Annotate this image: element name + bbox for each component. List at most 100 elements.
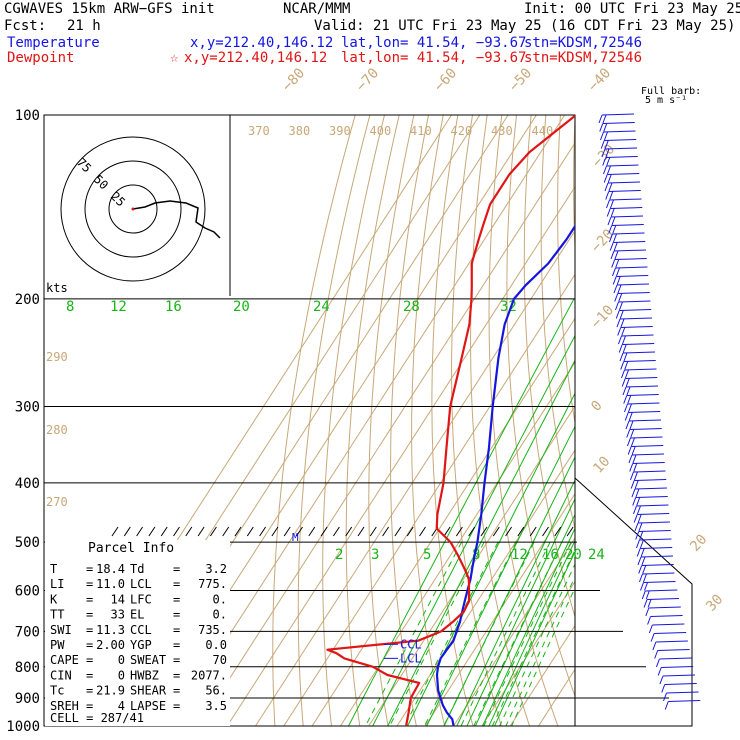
hatch-mark	[136, 526, 144, 537]
moist-adiabat-dashed	[505, 575, 575, 726]
wind-barb	[619, 309, 652, 311]
hatch-mark	[517, 526, 525, 537]
temperature-xy: x,y=212.40,146.12	[190, 35, 334, 51]
wind-barb-feather	[648, 624, 653, 634]
wind-barb	[635, 496, 668, 498]
wind-barb-feather	[654, 650, 659, 659]
init-time: Init: 00 UTC Fri 23 May 25	[524, 1, 740, 17]
wind-barb	[640, 555, 673, 558]
theta-label: 370	[248, 124, 270, 138]
plot-border	[43, 114, 693, 727]
wind-barb-feather	[634, 522, 639, 532]
wind-barb-feather	[606, 208, 611, 217]
wind-barb-feather	[603, 123, 608, 132]
wind-barb-feather	[636, 548, 641, 557]
wind-barb-feather	[630, 429, 635, 438]
m-marker: M	[292, 531, 299, 544]
wind-barb	[625, 377, 658, 379]
wind-barb-feather	[635, 539, 640, 549]
wind-barb	[612, 232, 645, 235]
wind-barb-feather	[643, 599, 648, 608]
parcel-param-value: 11.0	[96, 577, 125, 591]
parcel-param-name: YGP	[130, 638, 152, 652]
hodograph-ring-label: 25	[108, 189, 128, 209]
hatch-mark	[554, 526, 562, 537]
hatch-mark	[492, 526, 500, 537]
wind-barb	[629, 428, 662, 430]
parcel-param-name: SWI	[50, 623, 72, 637]
wind-barb-feather	[608, 225, 613, 234]
wind-barb-feather	[622, 335, 626, 345]
wind-barb-feather	[609, 233, 613, 243]
wind-barb-feather	[645, 590, 650, 600]
equals-sign: =	[86, 562, 93, 576]
wind-barb	[607, 181, 641, 184]
wind-barb-feather	[640, 582, 644, 591]
dry-adiabat	[604, 115, 740, 726]
wind-barb-feather	[602, 157, 607, 166]
hatch-mark	[111, 526, 119, 537]
dry-adiabat	[540, 115, 575, 531]
wind-barb-feather	[613, 242, 618, 251]
wind-barb-feather	[618, 293, 623, 302]
isotherm-label: −40	[585, 65, 614, 94]
hatch-mark	[123, 526, 131, 537]
hatch-mark	[406, 526, 414, 537]
isotherm-label: −70	[353, 65, 382, 94]
equals-sign: =	[173, 592, 180, 606]
wind-barb	[611, 224, 644, 226]
wind-barb	[601, 113, 635, 116]
pressure-tick-label: 900	[15, 691, 40, 707]
wind-barb-feather	[621, 327, 626, 336]
parcel-param-name: SWEAT	[130, 653, 166, 667]
equals-sign: =	[86, 638, 93, 652]
wind-barb-feather	[664, 701, 669, 710]
wind-barb-feather	[636, 505, 641, 515]
isotherm	[339, 361, 575, 726]
parcel-param-name: Tc	[50, 684, 64, 698]
wind-barb-feather	[632, 505, 637, 515]
wind-barb-feather	[617, 327, 622, 336]
wind-barb-feather	[607, 174, 612, 183]
dry-adiabat	[506, 115, 575, 698]
wind-barb-feather	[631, 446, 636, 455]
mixing-ratio-label: 16	[165, 299, 182, 315]
hatch-mark	[345, 526, 353, 537]
wind-barb-feather	[661, 684, 666, 693]
wind-barb-feather	[641, 556, 646, 566]
hatch-mark	[480, 526, 488, 537]
hatch-mark	[468, 526, 476, 537]
wind-barb	[636, 504, 669, 507]
wind-barb-feather	[598, 114, 603, 124]
mixing-ratio-label: 2	[335, 547, 343, 563]
equals-sign: =	[173, 608, 180, 622]
wind-barb	[668, 700, 701, 702]
mixing-ratio-lines	[348, 298, 575, 726]
wind-barb-feather	[602, 114, 607, 124]
wind-barb	[631, 453, 664, 456]
wind-barb	[626, 394, 659, 396]
mixing-ratio-label: 12	[110, 299, 127, 315]
dry-adiabat	[390, 115, 429, 726]
wind-barb-feather	[639, 539, 644, 549]
wind-barb-feather	[629, 471, 634, 481]
wind-barb	[628, 411, 661, 413]
wind-barb-feather	[603, 174, 608, 183]
wind-barb-feather	[640, 548, 645, 557]
equals-sign: =	[86, 653, 93, 667]
parcel-param-value: 21.9	[96, 684, 125, 698]
parcel-param-name: HWBZ	[130, 668, 159, 682]
wind-barb	[643, 581, 676, 583]
mixing-ratio-label: 8	[472, 547, 480, 563]
hatch-mark	[369, 526, 377, 537]
wind-barb-feather	[652, 641, 657, 651]
valid-time: Valid: 21 UTC Fri 23 May 25 (16 CDT Fri …	[314, 18, 736, 34]
dewpoint-xy: x,y=212.40,146.12	[184, 50, 328, 66]
isotherm	[170, 115, 566, 726]
hatch-mark	[419, 526, 426, 537]
wind-barb	[642, 572, 675, 575]
wind-barb-feather	[610, 208, 615, 217]
wind-barb-feather	[655, 658, 660, 668]
